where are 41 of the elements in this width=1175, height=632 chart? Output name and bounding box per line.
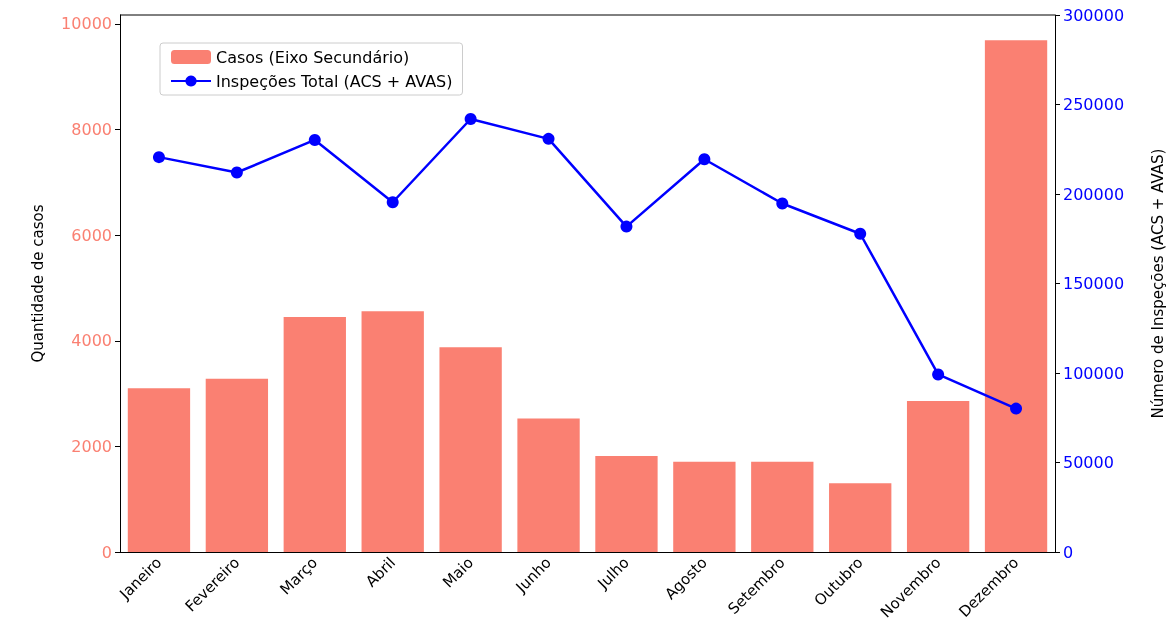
y-axis-title: Quantidade de casos [28, 204, 47, 363]
y-tick-label: 8000 [71, 120, 112, 140]
y2-tick-label: 0 [1063, 542, 1074, 562]
bar [439, 347, 502, 552]
point [152, 151, 165, 164]
y2-tick-label: 50000 [1063, 453, 1114, 472]
y2-tick-label: 100000 [1063, 363, 1125, 383]
point [776, 197, 789, 210]
bar [205, 378, 269, 552]
y2-tick-label: 200000 [1063, 184, 1125, 204]
bar [829, 483, 892, 552]
point [854, 227, 867, 240]
bar [673, 461, 736, 552]
point [464, 113, 477, 125]
bar [127, 388, 191, 552]
bar [751, 461, 814, 552]
legend-label: Casos (Eixo Secundário) [216, 47, 410, 67]
bar [906, 400, 970, 552]
y2-tick-label: 150000 [1063, 274, 1125, 293]
y-tick-label: 6000 [71, 225, 112, 245]
point [386, 196, 399, 209]
bar [984, 40, 1048, 552]
point [542, 132, 555, 145]
legend-label: Inspeções Total (ACS + AVAS) [216, 71, 453, 91]
point [698, 153, 711, 166]
y2-tick-label: 250000 [1063, 95, 1125, 114]
y-tick-label: 4000 [71, 331, 112, 351]
y-tick-label: 2000 [71, 436, 112, 456]
point [932, 368, 945, 381]
y2-tick-label: 300000 [1063, 5, 1125, 25]
bar [595, 455, 658, 552]
y-tick-label: 0 [101, 542, 112, 562]
point [1010, 402, 1023, 415]
point [308, 133, 321, 146]
bar [517, 418, 580, 552]
y-tick-label: 10000 [61, 14, 112, 34]
y2-axis-title: Número de Inspeções (ACS + AVAS) [1148, 148, 1167, 419]
point [620, 220, 633, 233]
bar [361, 311, 424, 552]
point [230, 166, 243, 179]
bar [283, 317, 346, 552]
